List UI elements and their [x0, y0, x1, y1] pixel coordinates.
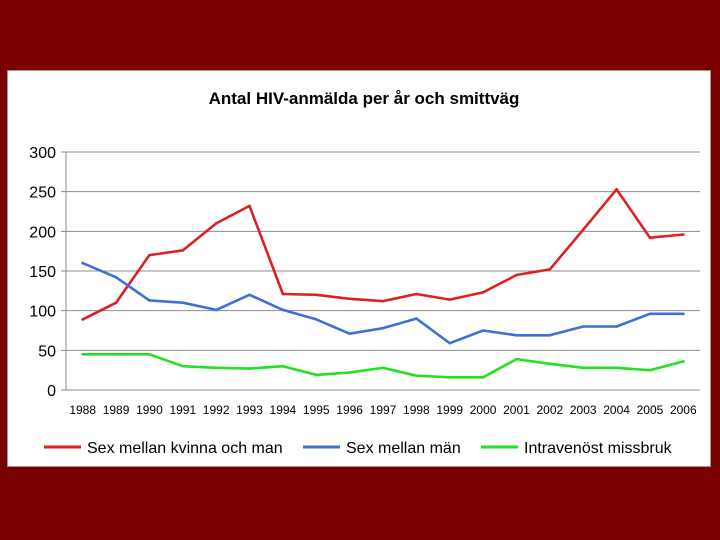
x-tick-label: 2005 — [637, 403, 664, 417]
y-tick-label: 100 — [29, 304, 56, 321]
series-line-3 — [81, 352, 685, 379]
data-point — [348, 332, 351, 335]
data-point — [181, 249, 185, 252]
y-tick-label: 250 — [29, 185, 56, 202]
data-point — [448, 341, 452, 345]
data-point — [548, 362, 552, 366]
data-point — [415, 292, 418, 296]
x-tick-label: 2003 — [570, 403, 597, 417]
data-point — [81, 261, 84, 265]
y-tick-label: 300 — [29, 145, 56, 162]
data-point — [615, 366, 618, 370]
data-point — [682, 312, 685, 316]
data-point — [314, 293, 318, 297]
line-chart: Antal HIV-anmälda per år och smittväg 0 5… — [29, 89, 700, 457]
data-point — [281, 292, 285, 296]
data-point — [448, 298, 452, 301]
data-point — [481, 376, 485, 379]
data-point — [648, 236, 652, 239]
x-tick-label: 1998 — [403, 403, 430, 417]
x-tick-label: 1990 — [136, 403, 163, 417]
x-tick-label: 1991 — [169, 403, 196, 417]
data-point — [148, 253, 151, 257]
data-point — [214, 308, 218, 312]
data-point — [548, 333, 552, 337]
data-point — [581, 228, 585, 232]
data-point — [648, 312, 652, 316]
data-point — [448, 376, 452, 379]
data-point — [481, 329, 485, 332]
data-point — [214, 366, 218, 370]
data-point — [648, 368, 652, 372]
data-point — [415, 374, 418, 378]
data-point — [281, 364, 285, 368]
data-point — [181, 301, 185, 305]
x-tick-label: 2000 — [470, 403, 497, 417]
y-axis-ticks: 0 50 100 150 200 250 300 — [29, 145, 56, 400]
data-point — [615, 325, 618, 328]
data-point — [248, 293, 251, 297]
x-tick-label: 1994 — [270, 403, 297, 417]
data-point — [481, 291, 485, 294]
data-point — [381, 366, 385, 370]
data-point — [114, 301, 118, 305]
x-tick-label: 1993 — [236, 403, 263, 417]
grid-lines — [61, 151, 700, 391]
data-point — [615, 187, 618, 191]
x-tick-label: 2002 — [536, 403, 563, 417]
x-tick-label: 1996 — [336, 403, 363, 417]
data-point — [248, 204, 251, 208]
y-tick-label: 200 — [29, 224, 56, 241]
x-tick-label: 2001 — [503, 403, 530, 417]
data-point — [81, 318, 84, 321]
data-point — [314, 373, 318, 377]
data-point — [515, 357, 518, 361]
data-point — [148, 299, 151, 302]
data-point — [515, 333, 518, 337]
x-tick-label: 1992 — [203, 403, 230, 417]
x-tick-label: 1988 — [69, 403, 96, 417]
data-point — [314, 318, 318, 321]
legend-label-1: Sex mellan kvinna och man — [87, 440, 283, 457]
legend-label-3: Intravenöst missbruk — [524, 440, 673, 457]
data-point — [114, 353, 118, 356]
x-tick-label: 1989 — [103, 403, 130, 417]
data-point — [214, 222, 218, 225]
x-tick-label: 2004 — [603, 403, 630, 417]
data-point — [148, 353, 151, 356]
x-tick-label: 1999 — [436, 403, 463, 417]
data-point — [548, 268, 552, 271]
data-point — [81, 353, 84, 356]
x-tick-label: 2006 — [670, 403, 697, 417]
legend: Sex mellan kvinna och man Sex mellan män I… — [44, 440, 673, 457]
data-point — [515, 273, 518, 277]
series-line-2 — [81, 261, 685, 345]
data-point — [348, 297, 351, 301]
data-point — [682, 233, 685, 236]
legend-label-2: Sex mellan män — [346, 440, 461, 457]
series-lines — [81, 187, 685, 379]
data-point — [415, 317, 418, 320]
chart-panel: Antal HIV-anmälda per år och smittväg 0 5… — [7, 70, 711, 467]
x-tick-label: 1997 — [370, 403, 397, 417]
y-tick-label: 150 — [29, 264, 56, 281]
data-point — [581, 325, 585, 328]
x-tick-label: 1995 — [303, 403, 330, 417]
data-point — [381, 326, 385, 330]
data-point — [248, 367, 251, 370]
data-point — [682, 360, 685, 363]
data-point — [581, 366, 585, 370]
data-point — [381, 299, 385, 303]
data-point — [114, 276, 118, 279]
data-point — [348, 371, 351, 374]
data-point — [281, 308, 285, 312]
x-axis-ticks: 1988 1989 1990 1991 1992 1993 1994 1995 1996 1997… — [69, 403, 697, 417]
data-point — [181, 364, 185, 368]
chart-title: Antal HIV-anmälda per år och smittväg — [209, 89, 520, 108]
y-tick-label: 50 — [38, 343, 56, 360]
y-tick-label: 0 — [47, 383, 56, 400]
